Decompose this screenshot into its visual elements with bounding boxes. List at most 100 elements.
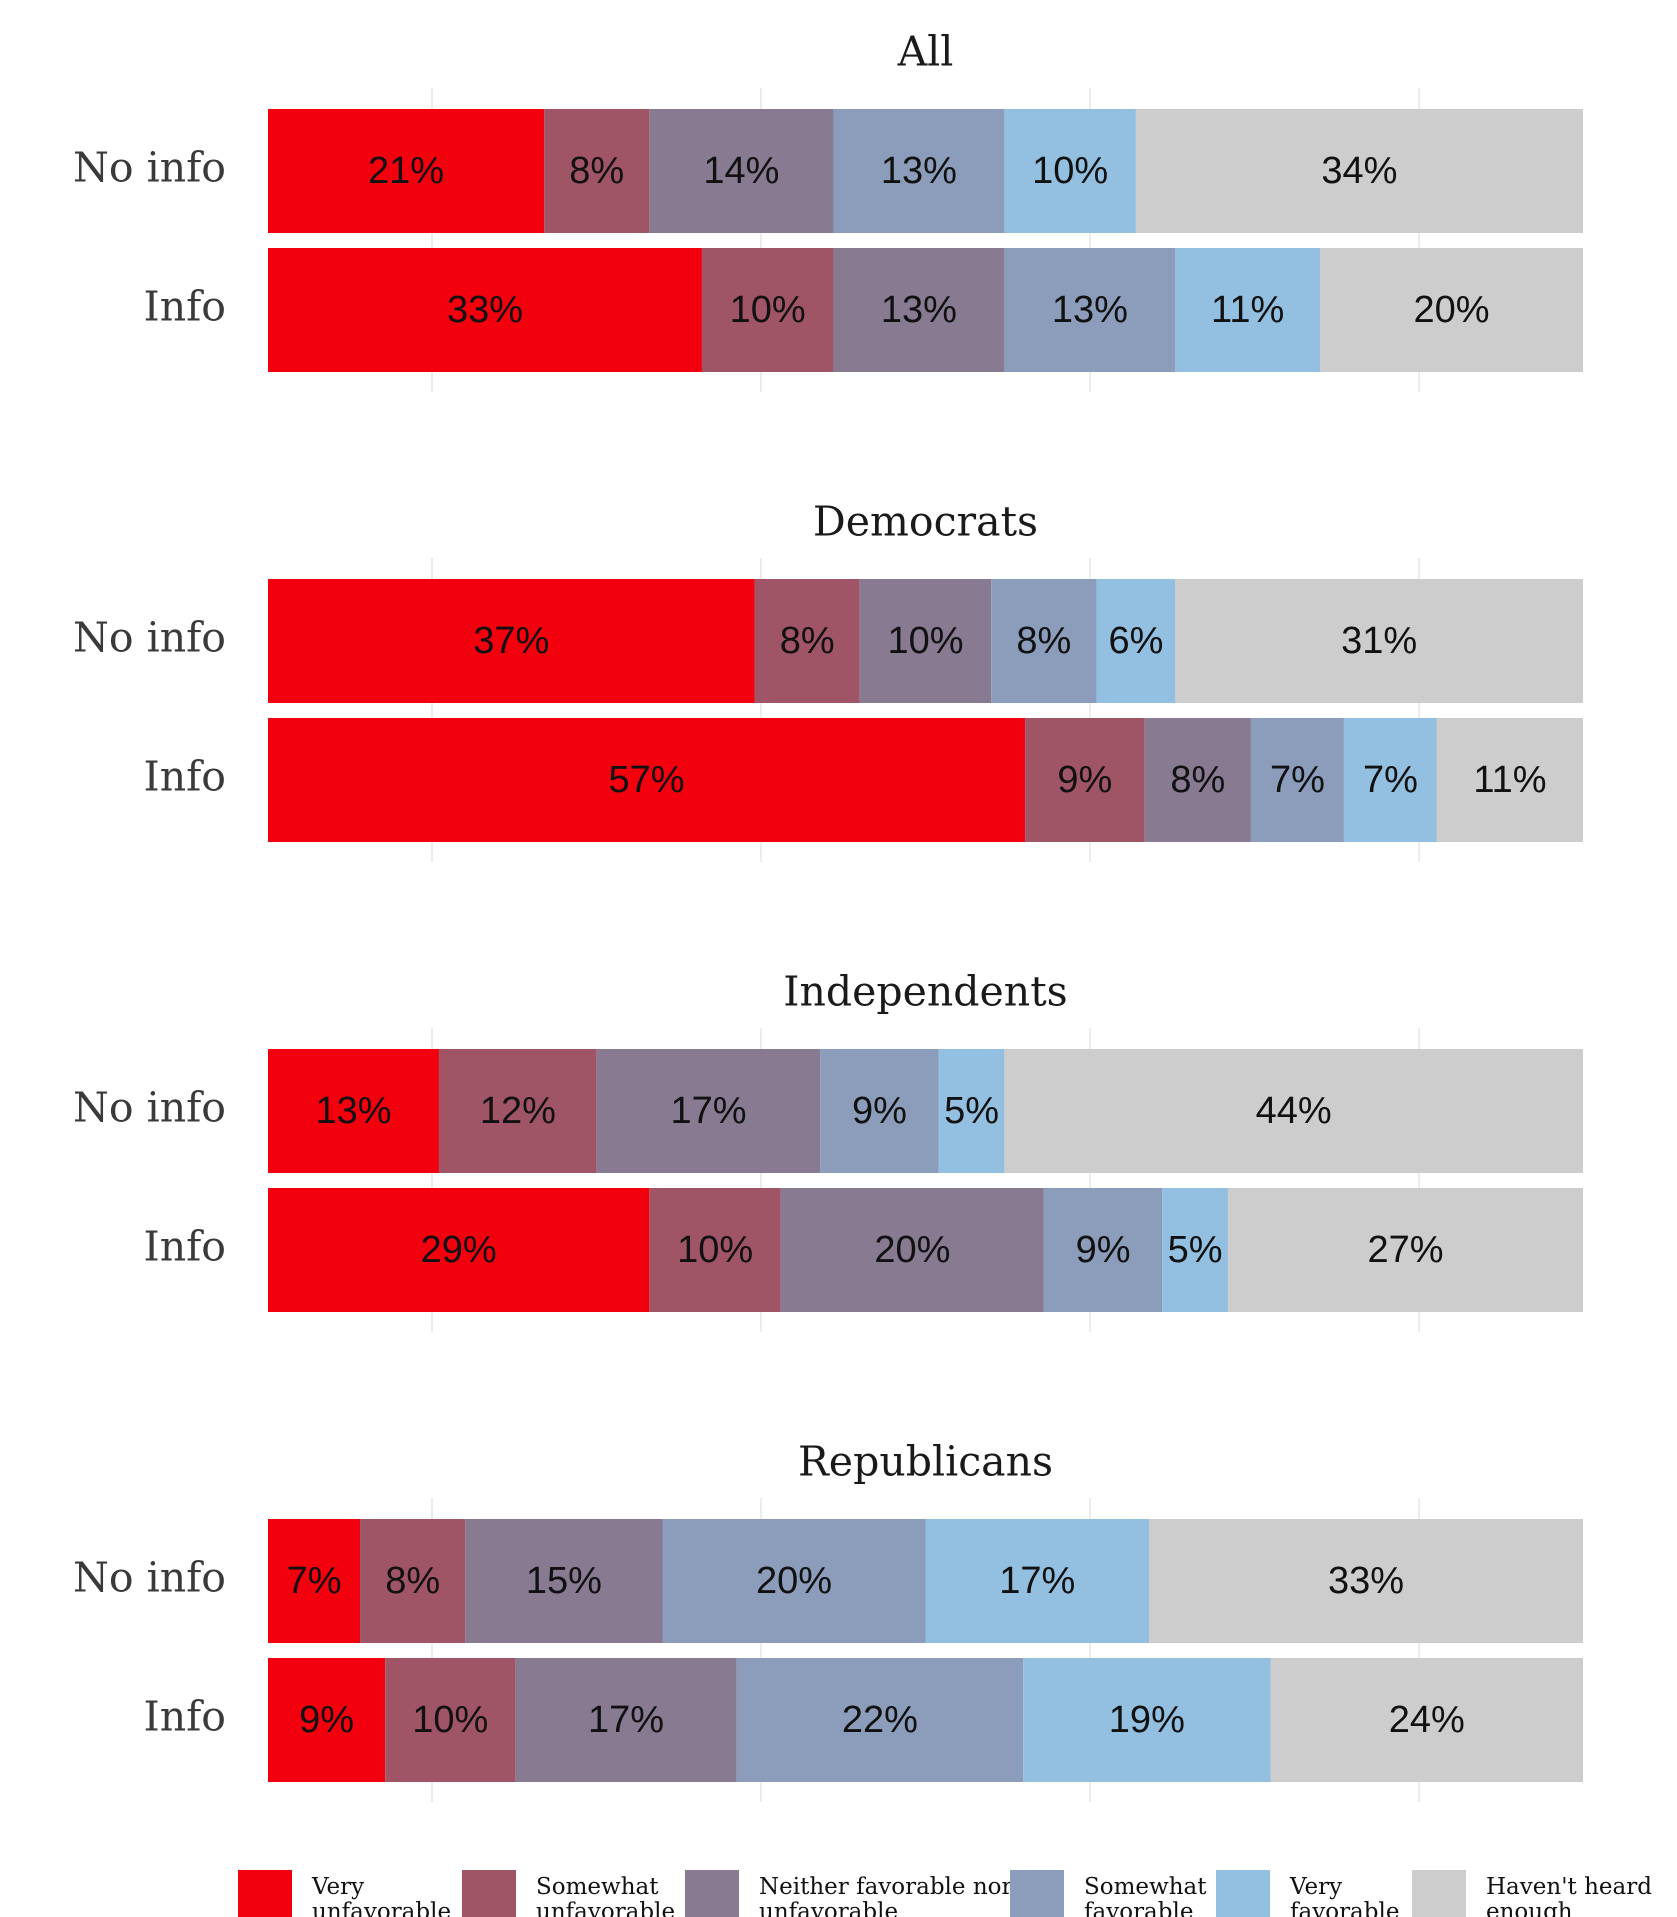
data-label: 10% xyxy=(412,1699,488,1741)
bar-segment xyxy=(833,248,1005,372)
panel-title: Republicans xyxy=(798,1438,1053,1486)
bar-segment xyxy=(662,1519,926,1643)
bar-segment xyxy=(268,248,702,372)
legend-swatch xyxy=(1010,1870,1064,1917)
data-label: 17% xyxy=(588,1699,664,1741)
bar-segment xyxy=(1343,718,1437,842)
bar-segment xyxy=(1149,1519,1583,1643)
data-label: 9% xyxy=(299,1699,354,1741)
data-label: 24% xyxy=(1389,1699,1465,1741)
data-label: 21% xyxy=(368,150,444,192)
legend-swatch xyxy=(685,1870,739,1917)
data-label: 5% xyxy=(944,1090,999,1132)
data-label: 29% xyxy=(421,1229,497,1271)
panel-title: All xyxy=(897,28,954,76)
bar-segment xyxy=(1162,1188,1228,1312)
legend-label: Very xyxy=(1289,1874,1342,1900)
row-label: No info xyxy=(73,1084,226,1132)
legend-label: unfavorable xyxy=(759,1899,898,1917)
bar-segment xyxy=(1004,248,1176,372)
bar-segment xyxy=(1175,248,1320,372)
bar-segment xyxy=(1096,579,1176,703)
data-label: 8% xyxy=(1170,759,1225,801)
legend-label: favorable xyxy=(1084,1899,1193,1917)
bar-segment xyxy=(515,1658,737,1782)
legend-label: Haven't heard xyxy=(1486,1874,1652,1900)
legend-label: Somewhat xyxy=(536,1874,659,1900)
data-label: 7% xyxy=(287,1560,342,1602)
bar-segment xyxy=(1043,1188,1163,1312)
bar-segment xyxy=(1320,248,1583,372)
bar-segment xyxy=(1250,718,1344,842)
legend-swatch xyxy=(462,1870,516,1917)
data-label: 6% xyxy=(1108,620,1163,662)
row-label: No info xyxy=(73,144,226,192)
data-label: 20% xyxy=(874,1229,950,1271)
bar-segment xyxy=(268,718,1026,842)
data-label: 9% xyxy=(1076,1229,1131,1271)
bar-segment xyxy=(268,1519,361,1643)
data-label: 8% xyxy=(385,1560,440,1602)
data-label: 10% xyxy=(730,289,806,331)
data-label: 8% xyxy=(569,150,624,192)
bar-segment xyxy=(1175,579,1583,703)
data-label: 34% xyxy=(1321,150,1397,192)
data-label: 11% xyxy=(1473,759,1546,801)
legend-label: enough xyxy=(1486,1899,1573,1917)
data-label: 11% xyxy=(1211,289,1284,331)
data-label: 19% xyxy=(1109,1699,1185,1741)
panel-title: Democrats xyxy=(813,498,1038,546)
data-label: 14% xyxy=(703,150,779,192)
row-label: No info xyxy=(73,1554,226,1602)
data-label: 7% xyxy=(1270,759,1325,801)
data-label: 22% xyxy=(842,1699,918,1741)
bar-segment xyxy=(1227,1188,1583,1312)
data-label: 10% xyxy=(887,620,963,662)
bar-segment xyxy=(385,1658,516,1782)
bar-segment xyxy=(268,1049,439,1173)
data-label: 33% xyxy=(1328,1560,1404,1602)
data-label: 7% xyxy=(1363,759,1418,801)
bar-segment xyxy=(833,109,1005,233)
bar-segment xyxy=(1144,718,1251,842)
row-label: Info xyxy=(144,283,226,331)
legend-label: unfavorable xyxy=(536,1899,675,1917)
data-label: 31% xyxy=(1341,620,1417,662)
bar-segment xyxy=(1270,1658,1583,1782)
bar-segment xyxy=(925,1519,1150,1643)
legend-label: unfavorable xyxy=(312,1899,451,1917)
data-label: 44% xyxy=(1256,1090,1332,1132)
bar-segment xyxy=(701,248,834,372)
bar-segment xyxy=(820,1049,939,1173)
legend-swatch xyxy=(1412,1870,1466,1917)
panel-title: Independents xyxy=(783,968,1067,1016)
data-label: 13% xyxy=(881,150,957,192)
data-label: 20% xyxy=(1413,289,1489,331)
legend-swatch xyxy=(238,1870,292,1917)
data-label: 57% xyxy=(609,759,685,801)
row-label: Info xyxy=(144,753,226,801)
bar-segment xyxy=(1025,718,1145,842)
data-label: 17% xyxy=(999,1560,1075,1602)
bar-segment xyxy=(268,1188,650,1312)
data-label: 15% xyxy=(526,1560,602,1602)
data-label: 9% xyxy=(1057,759,1112,801)
bar-segment xyxy=(268,1658,386,1782)
bar-segment xyxy=(596,1049,821,1173)
bar-segment xyxy=(859,579,992,703)
data-label: 9% xyxy=(852,1090,907,1132)
legend-label: Very xyxy=(311,1874,364,1900)
bar-segment xyxy=(1004,1049,1583,1173)
bar-segment xyxy=(649,109,834,233)
bar-segment xyxy=(736,1658,1024,1782)
bar-segment xyxy=(938,1049,1005,1173)
data-label: 13% xyxy=(315,1090,391,1132)
data-label: 20% xyxy=(756,1560,832,1602)
data-label: 27% xyxy=(1367,1229,1443,1271)
data-label: 17% xyxy=(670,1090,746,1132)
bar-segment xyxy=(544,109,650,233)
data-label: 5% xyxy=(1168,1229,1223,1271)
bar-segment xyxy=(268,579,755,703)
data-label: 8% xyxy=(780,620,835,662)
